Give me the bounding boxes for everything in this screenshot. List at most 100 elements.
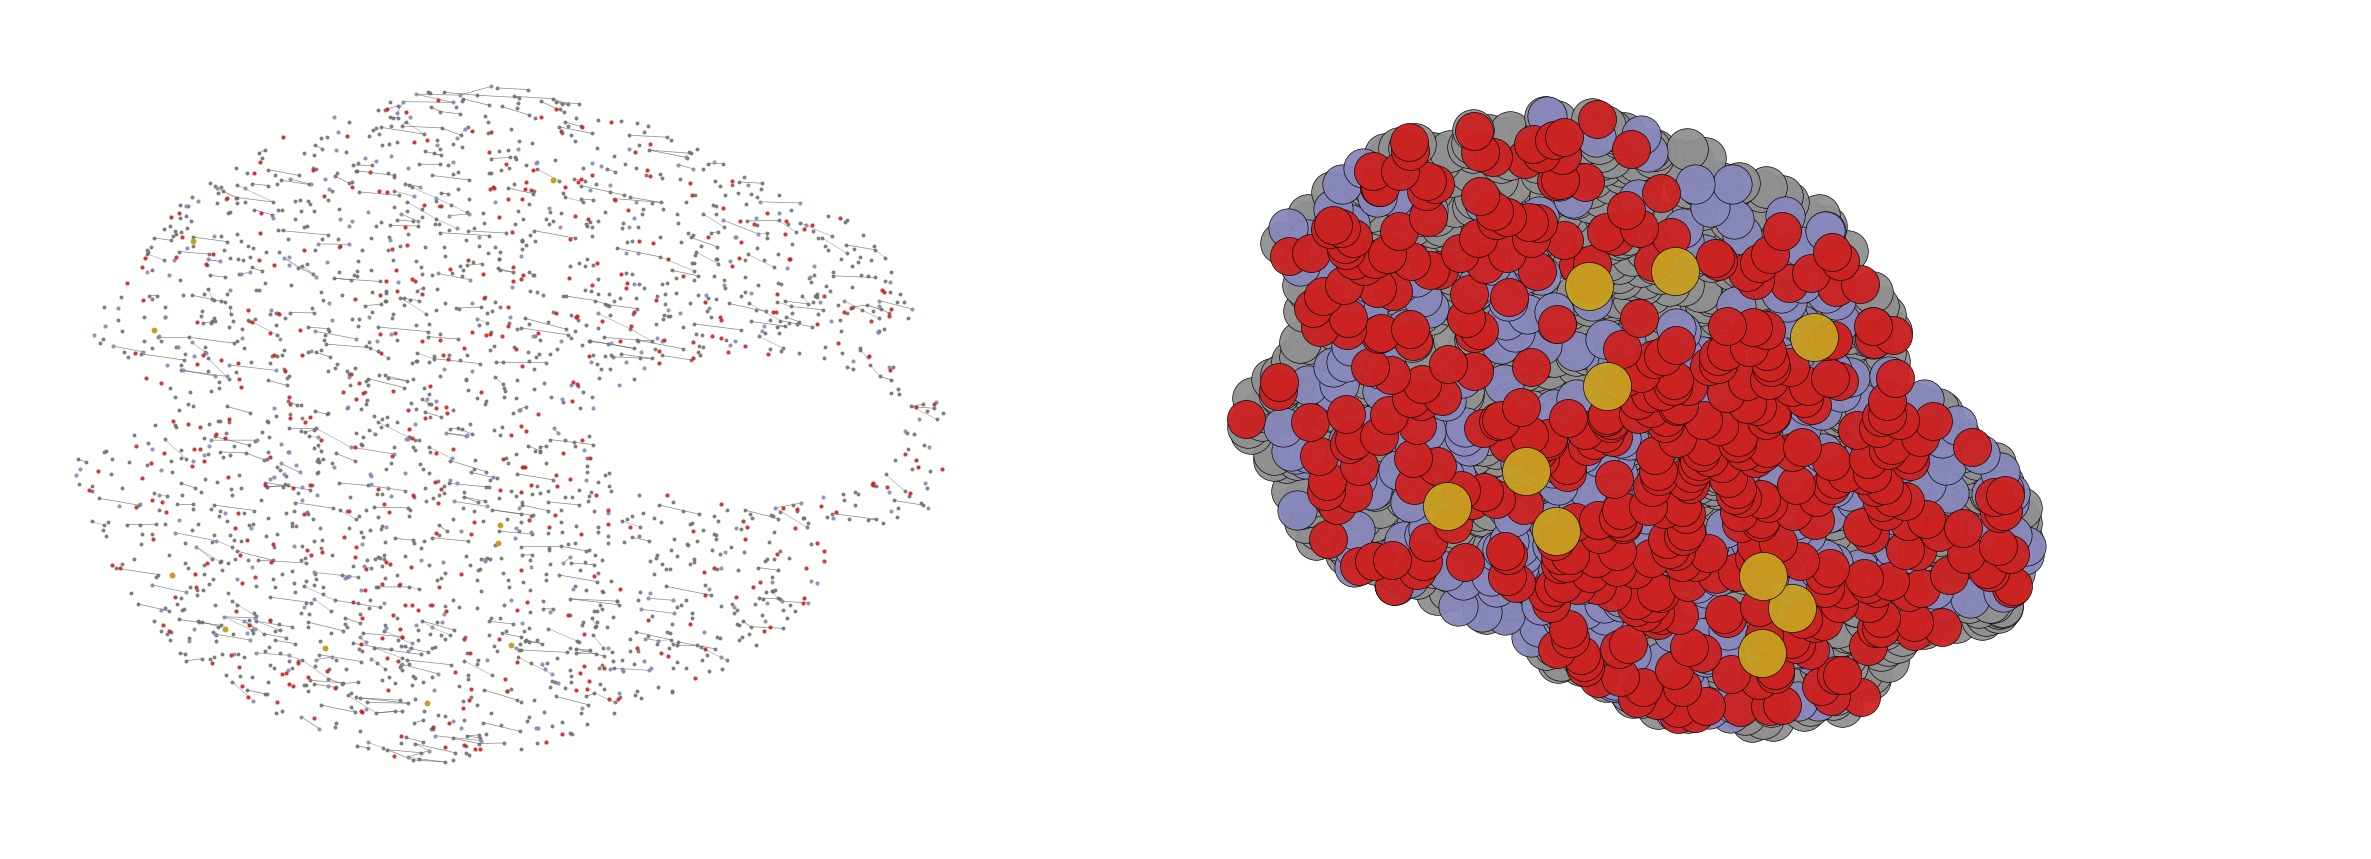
Point bbox=[429, 477, 467, 490]
Point bbox=[235, 517, 273, 531]
Point bbox=[1842, 448, 1880, 462]
Point bbox=[1385, 378, 1423, 392]
Point bbox=[759, 295, 797, 309]
Point bbox=[375, 608, 413, 622]
Point bbox=[1894, 407, 1932, 421]
Point bbox=[1705, 550, 1743, 564]
Point bbox=[1617, 555, 1655, 569]
Point bbox=[341, 607, 379, 621]
Point bbox=[695, 562, 733, 576]
Point bbox=[1985, 539, 2022, 553]
Point bbox=[389, 657, 427, 671]
Point bbox=[1762, 275, 1800, 289]
Point bbox=[557, 134, 595, 148]
Point bbox=[453, 364, 491, 378]
Point bbox=[1394, 452, 1432, 466]
Point bbox=[1653, 157, 1691, 171]
Point bbox=[159, 340, 197, 354]
Point bbox=[1584, 509, 1622, 523]
Point bbox=[1987, 488, 2025, 502]
Point bbox=[441, 107, 479, 121]
Point bbox=[1961, 447, 1999, 460]
Point bbox=[377, 568, 415, 582]
Point bbox=[230, 314, 268, 327]
Point bbox=[344, 644, 382, 658]
Point bbox=[206, 622, 244, 636]
Point bbox=[1721, 515, 1759, 529]
Point bbox=[1743, 610, 1781, 624]
Point bbox=[1823, 699, 1861, 713]
Point bbox=[1622, 414, 1660, 428]
Point bbox=[1522, 166, 1560, 180]
Point bbox=[1280, 259, 1318, 272]
Point bbox=[360, 327, 398, 341]
Point bbox=[1544, 136, 1581, 149]
Point bbox=[1444, 429, 1482, 442]
Point bbox=[1852, 527, 1890, 540]
Point bbox=[1333, 217, 1370, 231]
Point bbox=[413, 620, 450, 634]
Point bbox=[1861, 515, 1899, 528]
Point bbox=[1719, 574, 1757, 588]
Point bbox=[1544, 472, 1581, 486]
Point bbox=[1740, 673, 1778, 687]
Point bbox=[427, 740, 465, 753]
Point bbox=[1586, 468, 1624, 482]
Point bbox=[543, 728, 581, 741]
Point bbox=[510, 82, 548, 96]
Point bbox=[519, 348, 557, 362]
Point bbox=[360, 415, 398, 429]
Point bbox=[458, 601, 496, 615]
Point bbox=[676, 671, 714, 685]
Point bbox=[230, 633, 268, 647]
Point bbox=[346, 582, 384, 596]
Point bbox=[379, 611, 417, 624]
Point bbox=[1574, 576, 1612, 590]
Point bbox=[351, 593, 389, 606]
Point bbox=[1816, 378, 1854, 392]
Point bbox=[1290, 284, 1328, 298]
Point bbox=[394, 753, 432, 767]
Point bbox=[266, 312, 303, 326]
Point bbox=[306, 641, 344, 655]
Point bbox=[1804, 463, 1842, 477]
Point bbox=[1577, 125, 1615, 138]
Point bbox=[1475, 150, 1513, 164]
Point bbox=[643, 349, 680, 362]
Point bbox=[225, 341, 263, 355]
Point bbox=[479, 262, 517, 276]
Point bbox=[1750, 247, 1788, 260]
Point bbox=[289, 615, 327, 629]
Point bbox=[1572, 112, 1610, 125]
Point bbox=[410, 440, 448, 454]
Point bbox=[455, 256, 493, 270]
Point bbox=[1638, 486, 1676, 500]
Point bbox=[249, 374, 287, 387]
Point bbox=[455, 504, 493, 518]
Point bbox=[669, 661, 707, 675]
Point bbox=[1653, 418, 1691, 432]
Point bbox=[1335, 253, 1373, 267]
Point bbox=[1385, 201, 1423, 215]
Point bbox=[223, 331, 261, 344]
Point bbox=[156, 250, 194, 264]
Point bbox=[1778, 298, 1816, 312]
Point bbox=[1757, 277, 1795, 290]
Point bbox=[1688, 444, 1726, 458]
Point bbox=[145, 446, 183, 460]
Point bbox=[273, 520, 311, 533]
Point bbox=[1541, 501, 1579, 515]
Point bbox=[349, 478, 386, 492]
Point bbox=[1657, 216, 1695, 230]
Point bbox=[533, 390, 571, 404]
Point bbox=[1695, 251, 1733, 265]
Point bbox=[1631, 512, 1669, 526]
Point bbox=[410, 466, 448, 479]
Point bbox=[296, 148, 334, 161]
Point bbox=[1316, 248, 1354, 262]
Point bbox=[1890, 447, 1928, 460]
Point bbox=[1584, 203, 1622, 216]
Point bbox=[545, 186, 583, 200]
Point bbox=[311, 604, 349, 618]
Point bbox=[432, 422, 469, 436]
